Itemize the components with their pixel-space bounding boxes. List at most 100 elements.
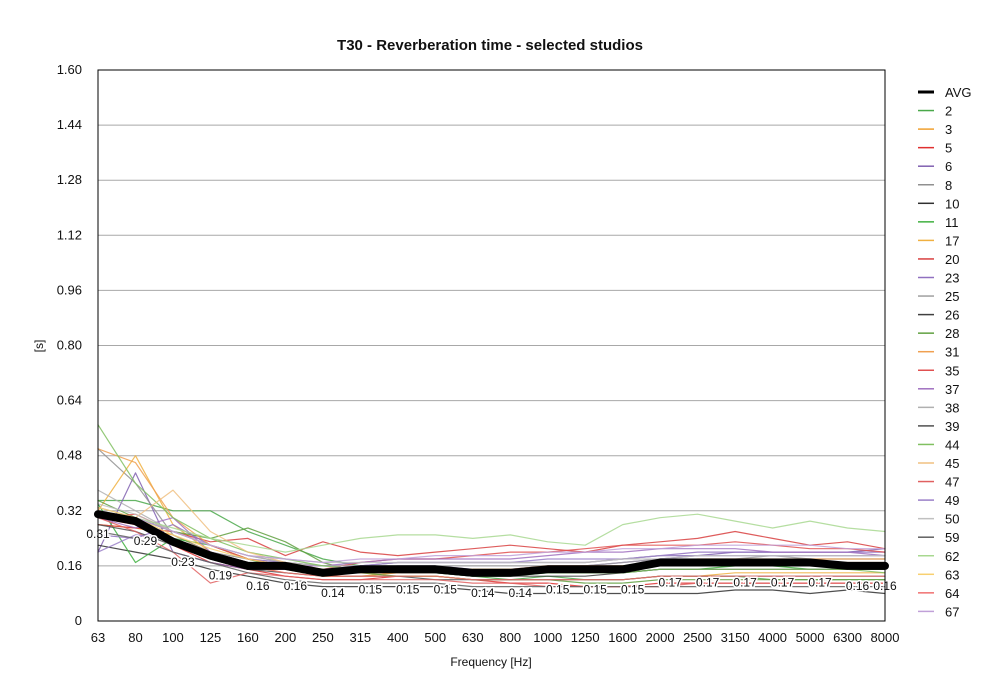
avg-data-label: 0.14 xyxy=(321,586,345,600)
legend-label: 38 xyxy=(945,400,959,415)
legend-label: 47 xyxy=(945,475,959,490)
series-line-10 xyxy=(97,544,886,595)
avg-data-label: 0.14 xyxy=(471,586,495,600)
series-line-62 xyxy=(97,510,886,553)
legend-label: 2 xyxy=(945,104,952,119)
legend: AVG2356810111720232526283135373839444547… xyxy=(918,85,972,619)
x-tick-label: 6300 xyxy=(833,630,862,645)
avg-data-label: 0.14 xyxy=(509,586,533,600)
legend-label: 28 xyxy=(945,326,959,341)
y-tick-label: 0.96 xyxy=(57,282,82,297)
y-tick-label: 0.48 xyxy=(57,448,82,463)
x-tick-label: 2500 xyxy=(683,630,712,645)
x-tick-label: 200 xyxy=(275,630,297,645)
series-line-59 xyxy=(97,530,886,588)
legend-label: 23 xyxy=(945,271,959,286)
x-tick-label: 125 xyxy=(200,630,222,645)
avg-data-label: 0.16 xyxy=(846,579,870,593)
x-tick-label: 2000 xyxy=(646,630,675,645)
avg-data-label: 0.15 xyxy=(584,582,608,596)
legend-label: 8 xyxy=(945,178,952,193)
series-line-avg xyxy=(94,510,889,577)
x-tick-label: 630 xyxy=(462,630,484,645)
legend-label: 64 xyxy=(945,586,959,601)
avg-data-label: 0.16 xyxy=(246,579,270,593)
legend-label: 63 xyxy=(945,567,959,582)
chart-title: T30 - Reverberation time - selected stud… xyxy=(337,37,643,54)
avg-data-label: 0.15 xyxy=(359,582,383,596)
avg-data-labels: 0.31 0.290.230.190.16 0.16 0.14 0.15 0.15 0.15… xyxy=(85,526,899,602)
x-tick-label: 1000 xyxy=(533,630,562,645)
x-tick-label: 5000 xyxy=(796,630,825,645)
x-tick-label: 315 xyxy=(349,630,371,645)
x-axis-ticks: 63 80 100 125 160 200 250 315 400 500 630 800 1000 12… xyxy=(91,630,900,645)
x-tick-label: 100 xyxy=(162,630,184,645)
legend-label: 11 xyxy=(945,215,959,230)
avg-data-label: 0.16 xyxy=(284,579,308,593)
y-tick-label: 0 xyxy=(75,613,82,628)
legend-label: 6 xyxy=(945,159,952,174)
x-tick-label: 500 xyxy=(424,630,446,645)
x-tick-label: 1250 xyxy=(571,630,600,645)
gridlines xyxy=(98,69,885,622)
avg-data-label: 0.15 xyxy=(434,582,458,596)
legend-label: 50 xyxy=(945,512,959,527)
y-tick-label: 0.16 xyxy=(57,558,82,573)
avg-data-label: 0.23 xyxy=(171,555,195,569)
y-axis-ticks: 0 0.16 0.32 0.48 0.64 0.80 0.96 1.12 1.28 1.44 1.6… xyxy=(57,62,82,628)
avg-data-label: 0.15 xyxy=(621,582,645,596)
series-line-35 xyxy=(97,513,886,570)
legend-label: 5 xyxy=(945,141,952,156)
legend-label: 62 xyxy=(945,549,959,564)
series-line-20 xyxy=(97,523,886,557)
x-tick-label: 400 xyxy=(387,630,409,645)
x-tick-label: 1600 xyxy=(608,630,637,645)
x-tick-label: 250 xyxy=(312,630,334,645)
legend-label: 17 xyxy=(945,233,959,248)
legend-label: 20 xyxy=(945,252,959,267)
y-tick-label: 0.64 xyxy=(57,393,82,408)
x-tick-label: 63 xyxy=(91,630,105,645)
legend-label: 44 xyxy=(945,437,959,452)
series-line-67 xyxy=(97,510,886,564)
x-tick-label: 160 xyxy=(237,630,259,645)
series-line-47 xyxy=(97,517,886,588)
y-axis-label: [s] xyxy=(32,340,46,353)
plot-frame xyxy=(97,69,886,622)
legend-label: 31 xyxy=(945,345,959,360)
avg-data-label: 0.29 xyxy=(134,534,158,548)
legend-label: 35 xyxy=(945,363,959,378)
x-axis-label: Frequency [Hz] xyxy=(450,655,531,669)
y-tick-label: 0.80 xyxy=(57,338,82,353)
legend-label: 37 xyxy=(945,382,959,397)
series-line-2 xyxy=(97,499,886,581)
avg-data-label: 0.17 xyxy=(696,575,720,589)
series-lines xyxy=(94,424,889,595)
legend-label: 10 xyxy=(945,196,959,211)
x-tick-label: 4000 xyxy=(758,630,787,645)
x-tick-label: 3150 xyxy=(721,630,750,645)
y-tick-label: 1.44 xyxy=(57,117,82,132)
x-tick-label: 8000 xyxy=(871,630,900,645)
legend-label: 39 xyxy=(945,419,959,434)
legend-label: 67 xyxy=(945,604,959,619)
legend-label: 26 xyxy=(945,308,959,323)
legend-label: 45 xyxy=(945,456,959,471)
legend-label: 25 xyxy=(945,289,959,304)
avg-data-label: 0.15 xyxy=(546,582,570,596)
avg-data-label: 0.19 xyxy=(209,569,233,583)
avg-data-label: 0.17 xyxy=(658,575,682,589)
avg-data-label: 0.15 xyxy=(396,582,420,596)
avg-data-label: 0.17 xyxy=(733,575,757,589)
y-tick-label: 1.12 xyxy=(57,227,82,242)
avg-data-label: 0.17 xyxy=(808,575,832,589)
y-tick-label: 1.28 xyxy=(57,172,82,187)
x-tick-label: 800 xyxy=(499,630,521,645)
legend-label: 59 xyxy=(945,530,959,545)
avg-data-label: 0.17 xyxy=(771,575,795,589)
legend-label: 3 xyxy=(945,122,952,137)
y-tick-label: 1.60 xyxy=(57,62,82,77)
legend-label: AVG xyxy=(945,85,972,100)
y-tick-label: 0.32 xyxy=(57,503,82,518)
